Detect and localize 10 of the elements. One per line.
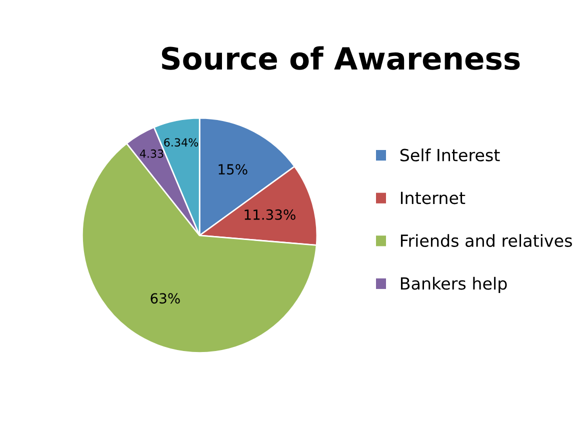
legend-label: Friends and relatives <box>400 234 572 247</box>
data-label: 63% <box>150 293 180 304</box>
legend-label: Self Interest <box>400 148 500 162</box>
legend-label: Bankers help <box>400 276 507 294</box>
data-label: 6.34% <box>164 138 198 147</box>
legend-label: Internet <box>400 192 466 204</box>
data-label: 15% <box>218 164 248 175</box>
chart-title: Source of Awareness <box>162 46 520 70</box>
data-label: 11.33% <box>244 209 296 220</box>
data-label: 4.33 <box>140 149 164 158</box>
